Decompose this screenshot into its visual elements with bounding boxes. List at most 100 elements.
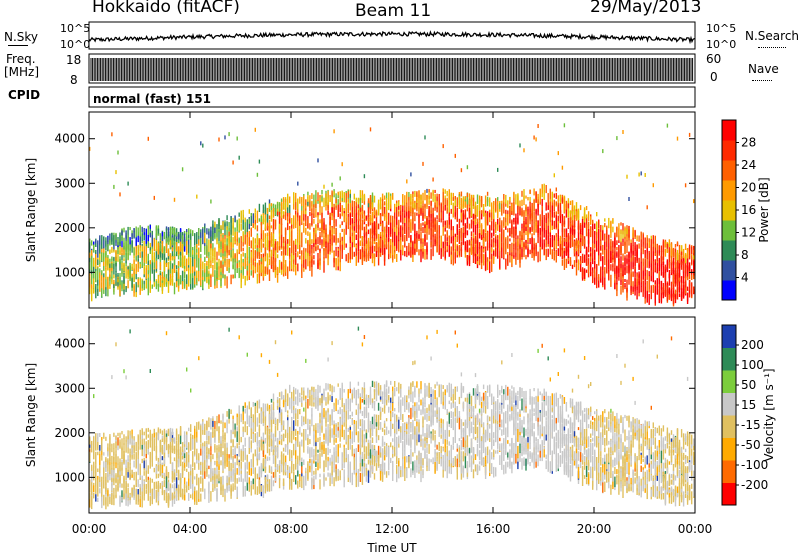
power-cell (428, 206, 430, 218)
power-cell (624, 279, 626, 282)
power-cell (264, 218, 267, 222)
power-cell (232, 237, 234, 247)
power-cell (323, 236, 325, 248)
power-cell (212, 248, 214, 256)
power-cell (527, 206, 529, 211)
velocity-cell (105, 436, 107, 441)
power-cell (567, 207, 570, 218)
power-cell (660, 251, 663, 260)
power-cell (585, 214, 588, 219)
power-cell (357, 242, 360, 252)
power-cell (226, 238, 228, 250)
power-cell (357, 234, 360, 240)
power-cell (244, 222, 246, 235)
power-cell (402, 245, 404, 255)
power-cell (587, 211, 590, 222)
power-cell (422, 161, 424, 166)
power-cell (319, 235, 321, 246)
power-cell (270, 211, 273, 222)
power-cell (280, 223, 283, 236)
power-cell (163, 270, 166, 279)
power-cell (210, 260, 212, 267)
power-cell (497, 201, 499, 206)
power-cell (337, 251, 339, 258)
power-cell (668, 273, 671, 286)
power-cell (113, 249, 115, 253)
power-cell (381, 245, 384, 256)
power-cell (274, 204, 277, 209)
power-cell (325, 247, 327, 256)
power-cell (575, 255, 578, 260)
power-cell (153, 195, 155, 200)
power-cell (460, 228, 463, 241)
power-cell (545, 235, 547, 248)
power-cell (266, 265, 269, 273)
velocity-cell (117, 437, 119, 446)
power-cell (424, 203, 426, 217)
velocity-cell (93, 436, 95, 449)
velocity-cell (93, 394, 95, 399)
power-cell (335, 228, 337, 234)
power-cell (610, 274, 612, 279)
power-cell (307, 201, 309, 206)
power-cell (632, 233, 634, 246)
power-cell (511, 219, 513, 229)
power-cell (634, 248, 636, 257)
power-cell (430, 228, 432, 240)
power-cell (363, 174, 366, 179)
power-cell (379, 238, 382, 249)
power-cell (602, 256, 604, 266)
power-cell (454, 236, 456, 245)
power-cell (282, 203, 285, 210)
power-cell (238, 212, 240, 217)
power-cell (321, 239, 323, 246)
power-cell (414, 234, 416, 244)
velocity-cell (89, 480, 91, 492)
power-cell (103, 247, 105, 259)
power-cell (202, 231, 204, 245)
power-cell (476, 224, 479, 228)
power-cell (143, 246, 145, 253)
power-cell (482, 208, 485, 213)
power-cell (442, 192, 444, 206)
power-cell (202, 271, 204, 276)
power-cell (468, 248, 471, 253)
velocity-cell (89, 438, 91, 450)
power-cell (561, 197, 564, 203)
power-cell (680, 245, 683, 253)
power-cell (587, 258, 590, 269)
power-cell (682, 288, 685, 299)
power-cell (410, 201, 412, 212)
power-cell (537, 193, 539, 201)
power-cell (373, 207, 376, 213)
power-cell (218, 137, 220, 142)
power-cell (466, 222, 469, 229)
velocity-cell (131, 429, 133, 438)
power-cell (236, 231, 238, 237)
power-cell (684, 287, 687, 294)
power-cell (319, 251, 321, 261)
power-cell (339, 232, 341, 241)
power-cell (179, 261, 182, 267)
power-cell (686, 293, 689, 302)
power-cell (624, 228, 626, 237)
power-cell (335, 196, 337, 203)
power-cell (592, 230, 594, 244)
power-cell (145, 246, 147, 258)
velocity-cell (111, 375, 113, 380)
velocity-cell (91, 481, 93, 494)
power-cell (632, 254, 634, 261)
power-cell (688, 132, 691, 137)
power-cell (493, 209, 495, 220)
power-cell (476, 256, 479, 262)
power-cell (579, 261, 582, 265)
power-cell (367, 229, 370, 235)
power-cell (186, 229, 188, 232)
power-cell (270, 204, 273, 213)
power-cell (153, 255, 155, 263)
velocity-cell (129, 462, 131, 469)
velocity-cell (113, 463, 115, 471)
velocity-cell (115, 484, 117, 498)
power-cell (345, 220, 347, 227)
power-cell (192, 257, 194, 267)
